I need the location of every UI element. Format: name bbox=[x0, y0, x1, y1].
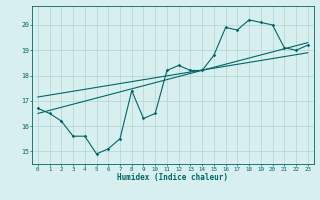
X-axis label: Humidex (Indice chaleur): Humidex (Indice chaleur) bbox=[117, 173, 228, 182]
